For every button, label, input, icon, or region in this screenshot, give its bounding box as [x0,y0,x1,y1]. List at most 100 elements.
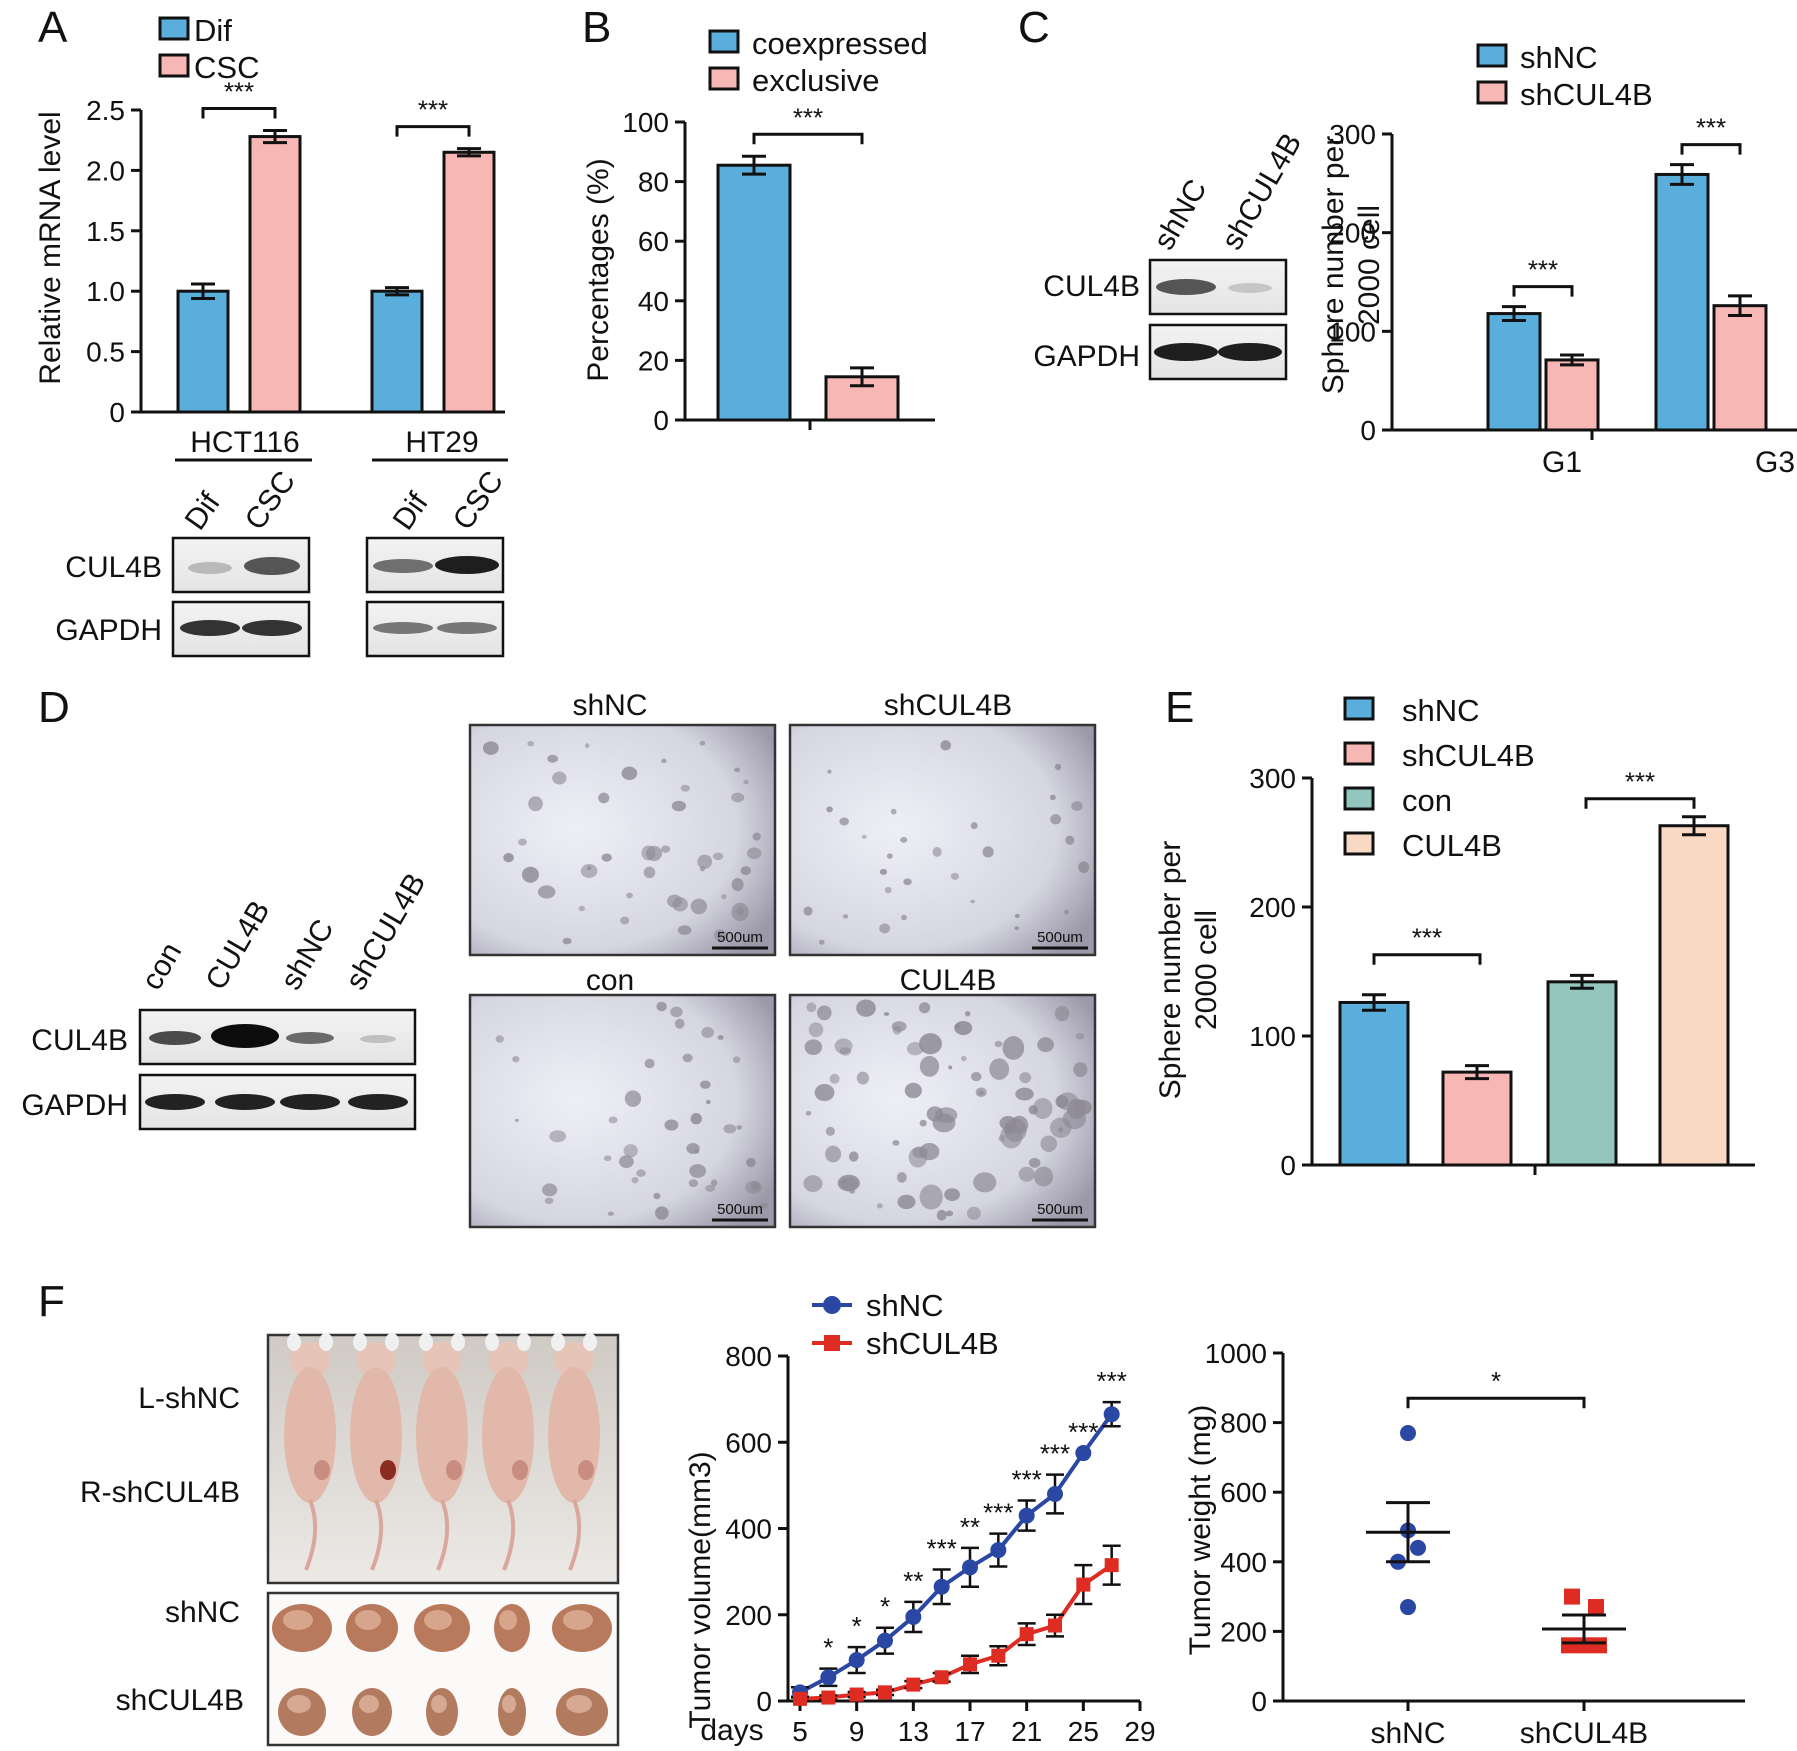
bar-e-0-error [1362,993,1386,1012]
legend-c-shcul4b-swatch [1476,80,1508,105]
bar-a-csc-1-error [457,147,481,158]
weight-point-shcul4b-0 [1564,1588,1580,1605]
volume-xtick-label-1: 9 [849,1716,865,1747]
volume-sig-1: * [823,1633,833,1663]
panel-b-ytick-label-2: 40 [638,286,669,317]
volume-sig-4: ** [903,1566,923,1596]
weight-mean-sem-0 [1366,1501,1450,1564]
volume-sig-10: *** [1068,1417,1098,1447]
volume-point-shnc-5 [933,1578,950,1595]
sig-e-1-label: *** [1625,767,1655,797]
blot-a-cul4b-label: CUL4B [65,551,162,584]
bar-e-0 [1338,1000,1410,1167]
panel-a-ylabel: Relative mRNA level [34,111,67,384]
panel-a-chart: Dif CSC Relative mRNA level 0 0.5 1.0 1.5 2.… [34,13,510,658]
volume-xlabel: days [700,1714,763,1747]
legend-c-shnc-swatch [1476,43,1508,68]
blot-a-lane-csc-1: CSC [239,465,302,536]
blot-a-lane-dif-1: Dif [179,487,227,537]
weight-sig-label: * [1491,1366,1501,1396]
volume-point-shcul4b-7 [991,1648,1006,1663]
weight-point-shcul4b-1 [1588,1599,1604,1616]
panel-d-blot: con CUL4B shNC shCUL4B CUL4B GAPDH [21,868,432,1131]
weight-mean-sem-1 [1542,1613,1626,1645]
micrograph-shnc [468,723,777,957]
blot-d-lane-shcul4b: shCUL4B [339,868,432,996]
bar-e-3 [1658,824,1730,1167]
legend-e-cul4b-swatch [1343,831,1375,856]
volume-sig-11: *** [1096,1366,1126,1396]
panel-label-f: F [38,1277,65,1326]
volume-point-shnc-9 [1047,1486,1063,1502]
bar-c-shcul4b-0 [1544,358,1600,432]
volume-ylabel: Tumor volume(mm3) [684,1451,717,1728]
sig-e-1-bracket [1584,797,1696,809]
micrograph-title-con: con [586,964,634,997]
volume-point-shnc-8 [1018,1507,1035,1524]
volume-xtick-label-5: 25 [1068,1716,1099,1747]
category-hct116: HCT116 [190,426,299,459]
volume-line-1 [799,1563,1113,1701]
volume-xtick-label-4: 21 [1011,1716,1042,1747]
sig-c-1-label: *** [1696,113,1726,143]
bar-a-dif-0-error [191,282,215,300]
weight-point-shnc-4 [1400,1599,1416,1616]
weight-point-shcul4b-4 [1591,1637,1607,1654]
panel-c-ytick-label-0: 0 [1360,415,1376,446]
weight-ylabel: Tumor weight (mg) [1184,1405,1217,1656]
volume-point-shcul4b-6 [963,1657,977,1672]
micrograph-title-shnc: shNC [572,689,647,722]
panel-e-chart: shNC shCUL4B con CUL4B Sphere number per… [1154,693,1755,1181]
bar-a-csc-1 [442,150,496,414]
category-g1: G1 [1542,446,1582,479]
legend-dif-swatch [158,16,190,41]
panel-e-ytick-label-0: 0 [1280,1150,1296,1181]
legend-exclusive-label: exclusive [752,63,880,98]
volume-point-shcul4b-2 [849,1687,864,1702]
volume-point-shnc-3 [877,1632,893,1649]
volume-sig-9: *** [1040,1439,1070,1469]
bar-b-coexpressed [716,163,792,422]
panel-b-ytick-label-3: 60 [638,226,669,257]
panel-label-e: E [1165,683,1194,732]
blot-d-gapdh-label: GAPDH [21,1089,128,1122]
mouse-label-right: R-shCUL4B [80,1476,240,1509]
blot-d-cul4b-label: CUL4B [31,1024,128,1057]
blot-d-lane-cul4b: CUL4B [199,895,276,995]
bar-c-shnc-0-error [1502,305,1526,322]
mouse-label-left: L-shNC [138,1382,240,1415]
blot-c-lane-shcul4b: shCUL4B [1215,128,1308,256]
blot-c-cul4b-label: CUL4B [1043,270,1140,303]
volume-point-shcul4b-1 [821,1690,836,1705]
panel-label-a: A [38,3,68,52]
sig-e-0-label: *** [1412,923,1442,953]
weight-category-shNC: shNC [1370,1717,1445,1750]
panel-b-ytick-label-0: 0 [653,405,669,436]
blot-c-gapdh-label: GAPDH [1033,340,1140,373]
panel-e-ylabel: Sphere number per 2000 cell [1154,841,1223,1100]
volume-sig-3: * [880,1592,890,1622]
volume-ytick-label-2: 400 [725,1514,772,1545]
weight-ytick-label-1: 200 [1220,1616,1267,1647]
panel-b-ytick-label-1: 20 [638,345,669,376]
legend-volume-shcul4b-label: shCUL4B [866,1326,999,1361]
panel-c-ytick-label-1: 100 [1329,316,1376,347]
scale-bar-label-4: 500um [1037,1201,1083,1218]
panel-label-d: D [38,683,70,732]
sig-b-bracket [752,132,864,145]
volume-point-shnc-2 [848,1652,865,1669]
panel-f-volume-chart: shNC shCUL4B Tumor volume(mm3) days 0 200… [684,1288,1156,1747]
tumor-photo [266,1591,620,1747]
bar-c-shcul4b-1-error [1728,294,1752,318]
legend-e-con-swatch [1343,786,1375,811]
legend-csc-swatch [158,53,190,78]
sig-c-0-bracket [1512,285,1574,297]
micrograph-shcul4b [788,723,1097,957]
legend-exclusive-swatch [708,66,740,91]
panel-b-ytick-label-4: 80 [638,167,669,198]
category-ht29: HT29 [405,426,478,459]
weight-category-shCUL4B: shCUL4B [1520,1717,1648,1750]
panel-b-ylabel: Percentages (%) [582,158,615,381]
panel-b-ytick-label-5: 100 [622,107,669,138]
panel-b-chart: coexpressed exclusive Percentages (%) 0 2… [582,26,935,436]
